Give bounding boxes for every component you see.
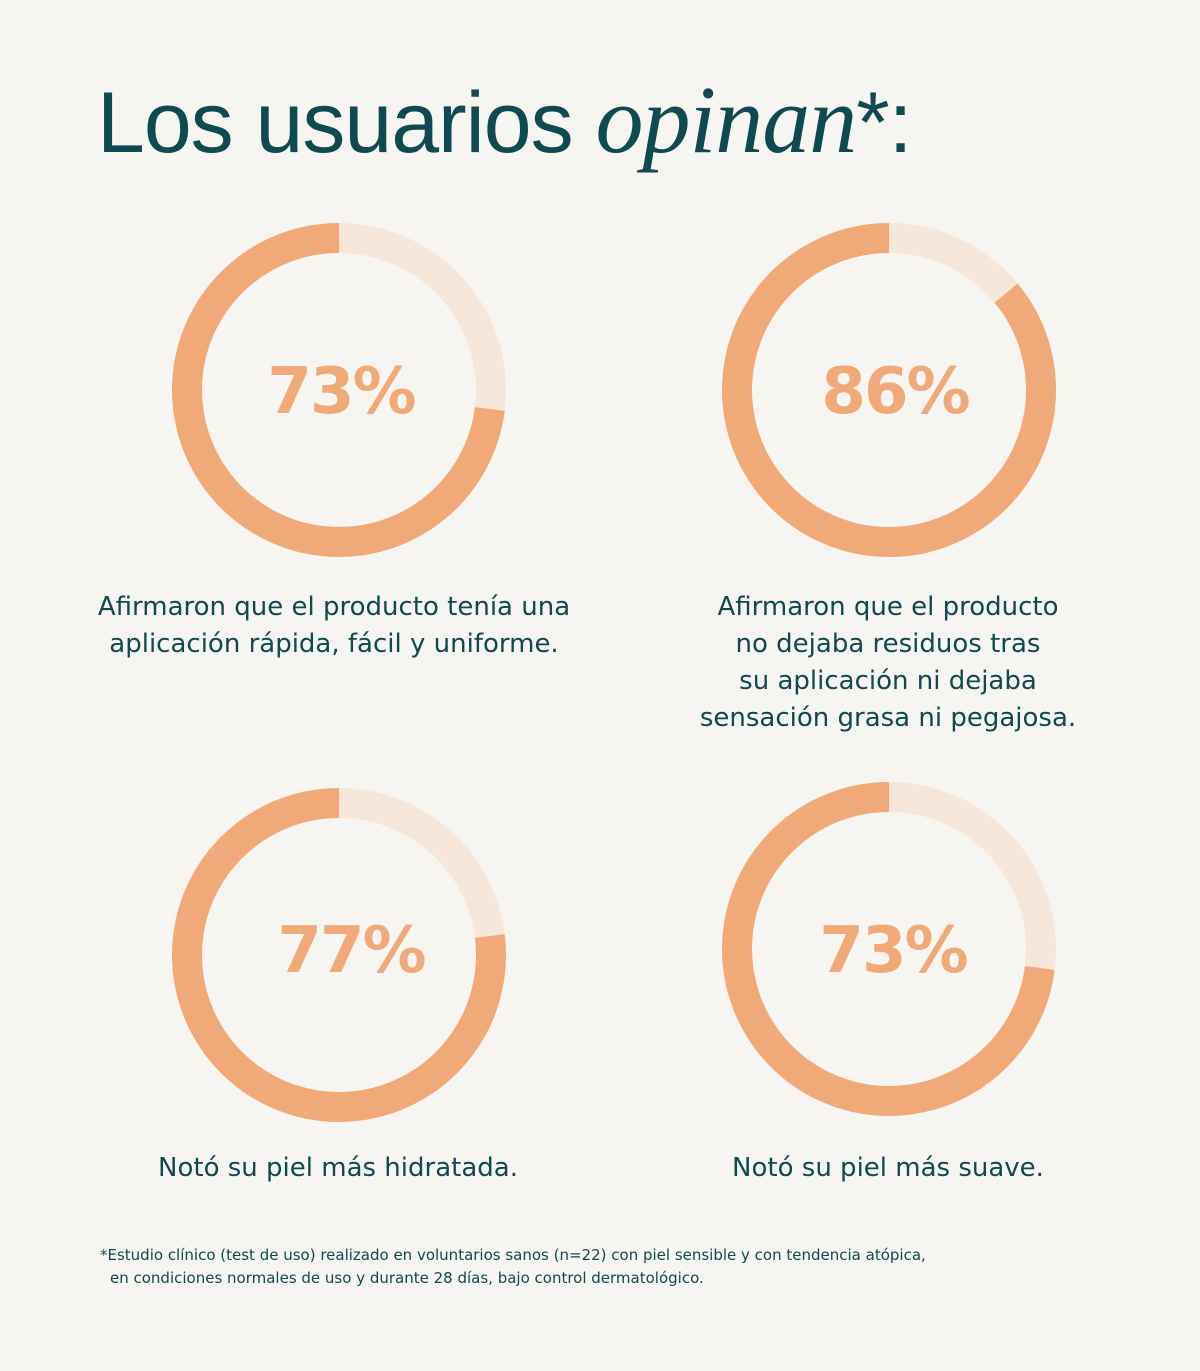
caption-line: su aplicación ni dejaba (739, 666, 1037, 696)
caption-1: Afirmaron que el producto tenía una apli… (54, 589, 614, 663)
donut-filled-arc (722, 223, 1056, 557)
donut-value-label: 77% (277, 914, 425, 988)
caption-line: sensación grasa ni pegajosa. (699, 703, 1077, 733)
donut-filled-arc (172, 788, 506, 1122)
footnote: *Estudio clínico (test de uso) realizado… (100, 1244, 1100, 1290)
footnote-line-2: en condiciones normales de uso y durante… (110, 1269, 704, 1287)
donut-value-label: 73% (819, 914, 967, 988)
caption-line: Notó su piel más hidratada. (158, 1153, 518, 1183)
donut-filled-arc (172, 223, 505, 557)
donut-value-label: 86% (821, 355, 969, 429)
caption-line: Afirmaron que el producto tenía una (97, 592, 571, 622)
donut-chart-4: 73% (719, 779, 1059, 1119)
donut-chart-2: 86% (719, 220, 1059, 560)
donut-svg-3: 77% (172, 788, 506, 1122)
donut-svg-2: 86% (722, 223, 1056, 557)
donut-svg-1: 73% (172, 223, 506, 557)
caption-line: aplicación rápida, fácil y uniforme. (109, 629, 559, 659)
caption-line: Notó su piel más suave. (732, 1153, 1044, 1183)
caption-4: Notó su piel más suave. (608, 1150, 1168, 1187)
title-regular: Los usuarios (97, 75, 596, 171)
caption-line: Afirmaron que el producto (717, 592, 1059, 622)
title-italic: opinan (595, 66, 858, 173)
page-title: Los usuarios opinan*: (97, 62, 913, 177)
caption-2: Afirmaron que el producto no dejaba resi… (608, 589, 1168, 737)
donut-value-label: 73% (267, 355, 415, 429)
title-suffix: *: (856, 75, 912, 171)
donut-chart-3: 77% (169, 785, 509, 1125)
donut-svg-4: 73% (722, 782, 1056, 1116)
caption-3: Notó su piel más hidratada. (58, 1150, 618, 1187)
footnote-line-1: *Estudio clínico (test de uso) realizado… (100, 1246, 926, 1264)
caption-line: no dejaba residuos tras (735, 629, 1041, 659)
donut-filled-arc (722, 782, 1055, 1116)
donut-chart-1: 73% (169, 220, 509, 560)
